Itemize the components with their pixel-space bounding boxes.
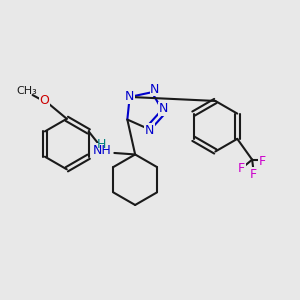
Text: N: N <box>150 83 160 96</box>
Text: F: F <box>259 154 266 168</box>
Text: F: F <box>238 162 245 175</box>
Text: N: N <box>125 90 134 104</box>
Text: CH₃: CH₃ <box>16 86 37 96</box>
Text: NH: NH <box>93 143 111 157</box>
Text: F: F <box>250 168 257 181</box>
Text: N: N <box>145 124 154 137</box>
Text: N: N <box>159 102 168 116</box>
Text: H: H <box>97 138 106 152</box>
Text: O: O <box>40 94 50 107</box>
